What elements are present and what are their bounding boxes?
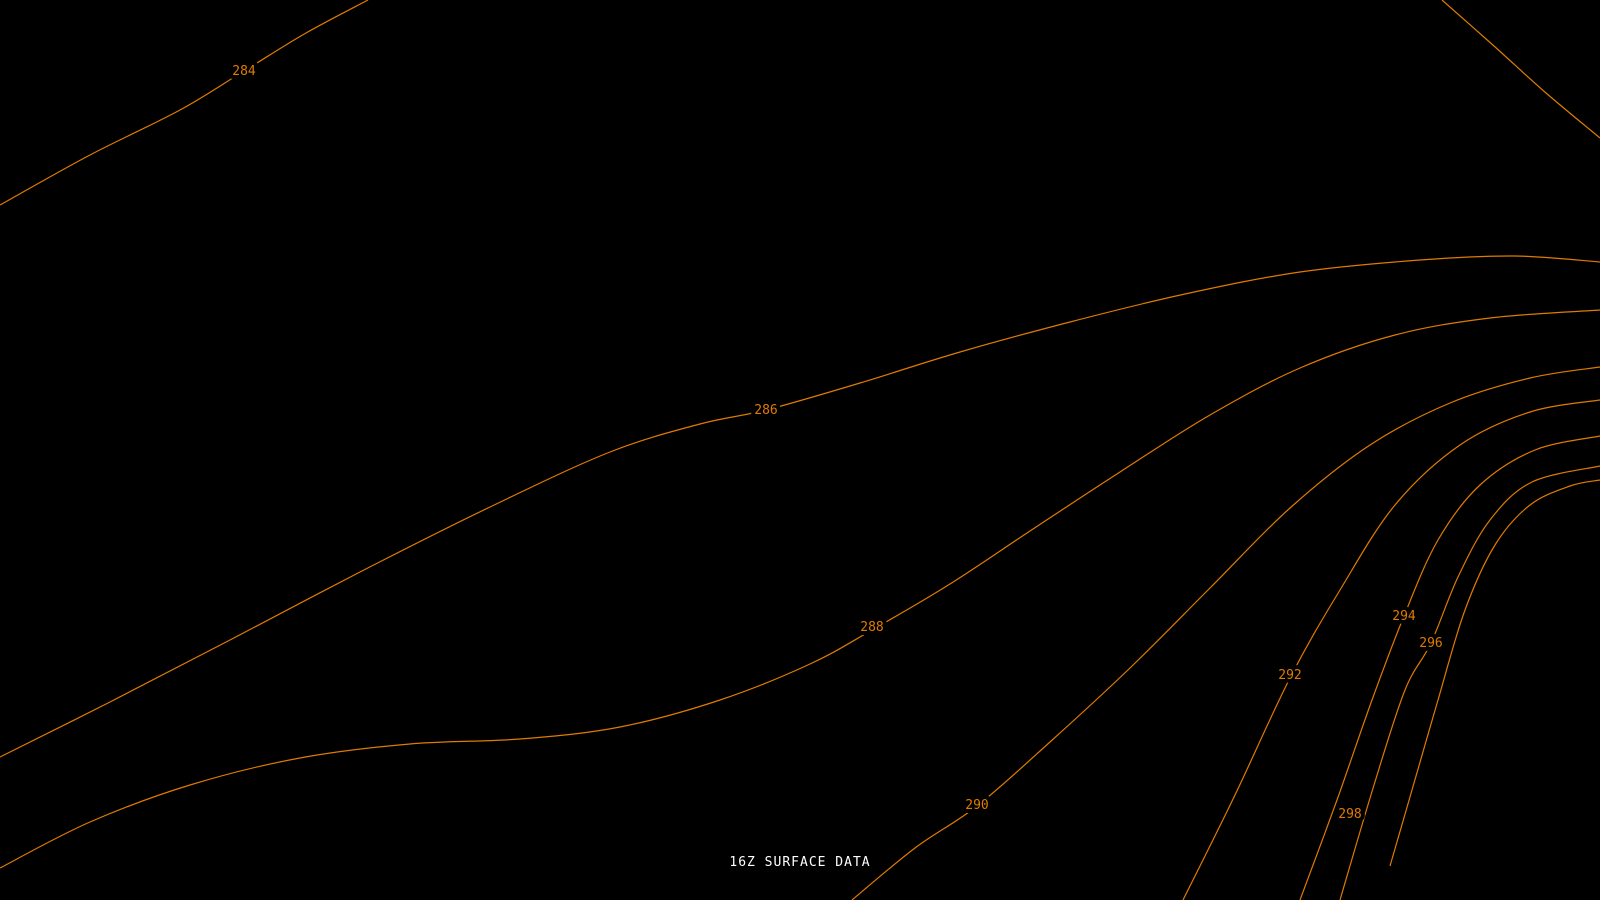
contour-label-290: 290 bbox=[965, 798, 988, 813]
contour-line-290 bbox=[851, 366, 1600, 900]
contour-line-292 bbox=[1182, 399, 1600, 900]
contour-line-unlabeled bbox=[1441, 0, 1600, 139]
contour-label-294: 294 bbox=[1392, 609, 1416, 624]
contour-line-294 bbox=[1299, 435, 1600, 900]
contour-label-292: 292 bbox=[1278, 668, 1301, 683]
contour-label-298: 298 bbox=[1338, 807, 1361, 822]
contour-line-296 bbox=[1339, 465, 1600, 900]
contour-label-284: 284 bbox=[232, 64, 256, 79]
contour-label-286: 286 bbox=[754, 403, 777, 418]
contour-line-288 bbox=[0, 309, 1600, 869]
contour-line-298 bbox=[1389, 479, 1600, 867]
map-title: 16Z SURFACE DATA bbox=[729, 855, 871, 870]
contour-label-288: 288 bbox=[860, 620, 883, 635]
contour-line-286 bbox=[0, 255, 1600, 758]
contour-label-296: 296 bbox=[1419, 636, 1442, 651]
contour-line-284 bbox=[0, 0, 369, 206]
